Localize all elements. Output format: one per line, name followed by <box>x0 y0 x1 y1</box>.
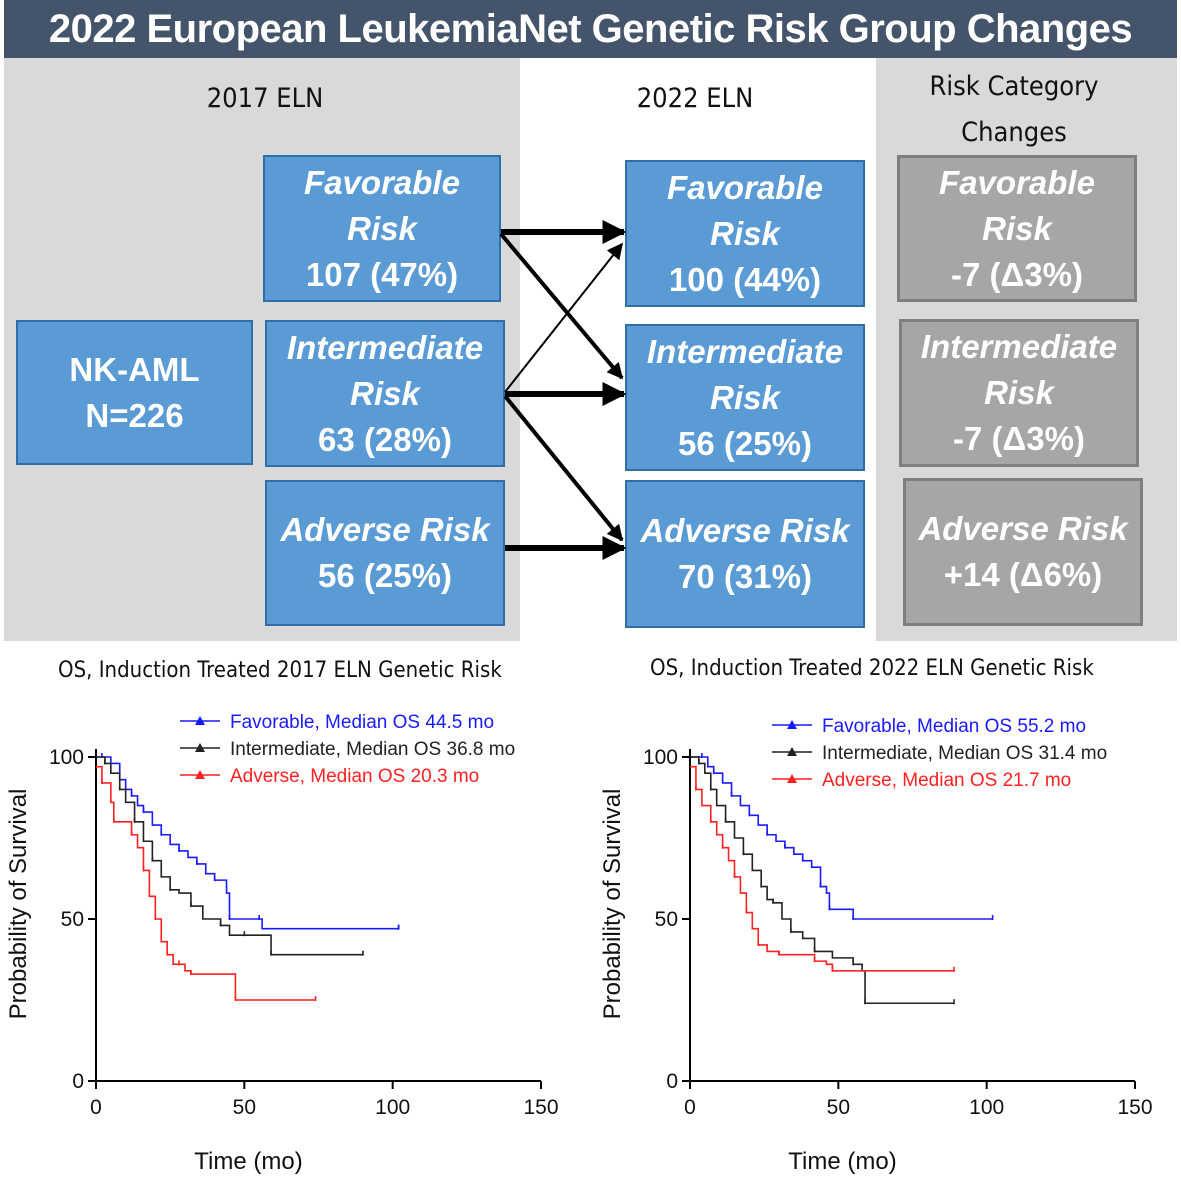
y-axis-label: Probability of Survival <box>599 789 626 1020</box>
legend-label: Favorable, Median OS 44.5 mo <box>230 712 494 733</box>
legend-marker <box>195 716 205 725</box>
x-tick-label: 0 <box>684 1096 696 1119</box>
nkaml-label: NK-AML <box>69 350 200 388</box>
eln2022-favorable-value: 100 (44%) <box>668 260 822 298</box>
eln2017-intermediate-box: Intermediate Risk 63 (28%) <box>265 320 505 467</box>
x-axis-label: Time (mo) <box>194 1148 302 1175</box>
col-title-changes-line2: Changes <box>961 117 1067 148</box>
eln2022-intermediate-title2: Risk <box>710 378 780 416</box>
chart-title-2022: OS, Induction Treated 2022 ELN Genetic R… <box>650 656 1094 681</box>
y-tick-label: 0 <box>666 1070 678 1093</box>
change-adverse-box: Adverse Risk +14 (Δ6%) <box>903 478 1143 626</box>
nkaml-n: N=226 <box>85 396 184 434</box>
y-tick-label: 0 <box>72 1070 84 1093</box>
change-favorable-box: Favorable Risk -7 (Δ3%) <box>897 155 1137 302</box>
col-title-changes: Risk Category Changes <box>876 64 1152 156</box>
y-axis-label: Probability of Survival <box>5 789 32 1020</box>
x-tick-label: 150 <box>1117 1096 1152 1119</box>
eln2017-intermediate-title2: Risk <box>350 374 420 412</box>
legend-marker <box>787 720 797 729</box>
series-line <box>690 756 955 1005</box>
eln2022-intermediate-value: 56 (25%) <box>678 424 812 462</box>
change-adverse-title: Adverse Risk <box>918 510 1128 547</box>
eln2017-favorable-title1: Favorable <box>304 163 460 201</box>
nkaml-box: NK-AML N=226 <box>16 320 253 465</box>
change-adverse-value: +14 (Δ6%) <box>943 556 1103 593</box>
eln2022-adverse-box: Adverse Risk 70 (31%) <box>625 480 865 628</box>
eln2022-favorable-box: Favorable Risk 100 (44%) <box>625 160 865 307</box>
eln2022-adverse-title: Adverse Risk <box>640 512 850 549</box>
x-tick-label: 50 <box>233 1096 256 1119</box>
eln2017-favorable-value: 107 (47%) <box>305 255 459 293</box>
eln2017-intermediate-value: 63 (28%) <box>318 420 452 458</box>
x-tick-label: 0 <box>90 1096 102 1119</box>
x-tick-label: 100 <box>969 1096 1004 1119</box>
y-tick-label: 50 <box>655 908 678 931</box>
change-favorable-title2: Risk <box>982 209 1052 247</box>
arrow-int-to-adv <box>503 394 624 542</box>
page-title: 2022 European LeukemiaNet Genetic Risk G… <box>4 0 1177 58</box>
legend-marker <box>787 747 797 756</box>
eln2017-intermediate-title1: Intermediate <box>286 328 484 366</box>
legend-label: Adverse, Median OS 20.3 mo <box>230 766 479 787</box>
change-intermediate-title1: Intermediate <box>920 328 1118 365</box>
change-favorable-title1: Favorable <box>939 163 1095 201</box>
legend-label: Intermediate, Median OS 31.4 mo <box>822 743 1107 764</box>
arrow-int-to-fav <box>504 242 623 393</box>
col-title-2017: 2017 ELN <box>206 83 324 114</box>
change-favorable-value: -7 (Δ3%) <box>951 255 1083 293</box>
eln2017-adverse-title: Adverse Risk <box>280 511 490 548</box>
series-line <box>96 765 316 1001</box>
eln2017-adverse-value: 56 (25%) <box>318 557 452 594</box>
legend-label: Adverse, Median OS 21.7 mo <box>822 770 1071 791</box>
eln2017-favorable-box: Favorable Risk 107 (47%) <box>263 155 501 302</box>
x-tick-label: 100 <box>375 1096 410 1119</box>
eln2022-adverse-value: 70 (31%) <box>678 558 812 595</box>
legend-marker <box>195 770 205 779</box>
eln2022-intermediate-box: Intermediate Risk 56 (25%) <box>625 324 865 471</box>
y-tick-label: 100 <box>49 746 84 769</box>
change-intermediate-title2: Risk <box>984 374 1054 411</box>
chart-title-2017: OS, Induction Treated 2017 ELN Genetic R… <box>58 658 502 683</box>
eln2017-adverse-box: Adverse Risk 56 (25%) <box>265 480 505 626</box>
change-intermediate-box: Intermediate Risk -7 (Δ3%) <box>899 319 1139 467</box>
legend-label: Favorable, Median OS 55.2 mo <box>822 716 1086 737</box>
km-chart-2022: 0 50 100 0 50 100 150 Time (mo) Probability of S… <box>599 716 1153 1175</box>
x-tick-label: 150 <box>523 1096 558 1119</box>
km-chart-2017: 0 50 100 0 50 100 150 Time (mo) Probability of S… <box>5 712 559 1175</box>
col-title-2022: 2022 ELN <box>636 83 754 114</box>
series-line <box>690 756 993 920</box>
series-line <box>96 756 399 930</box>
legend-label: Intermediate, Median OS 36.8 mo <box>230 739 515 760</box>
eln2017-favorable-title2: Risk <box>347 209 417 247</box>
series-line <box>96 756 363 956</box>
x-tick-label: 50 <box>827 1096 850 1119</box>
legend-marker <box>195 743 205 752</box>
eln2022-favorable-title2: Risk <box>710 214 780 252</box>
series-line <box>690 765 955 972</box>
eln2022-favorable-title1: Favorable <box>667 168 823 206</box>
eln2022-intermediate-title1: Intermediate <box>646 332 844 370</box>
legend-marker <box>787 774 797 783</box>
y-tick-label: 50 <box>61 908 84 931</box>
x-axis-label: Time (mo) <box>788 1148 896 1175</box>
change-intermediate-value: -7 (Δ3%) <box>953 420 1085 457</box>
y-tick-label: 100 <box>643 746 678 769</box>
col-title-changes-line1: Risk Category <box>929 71 1099 102</box>
